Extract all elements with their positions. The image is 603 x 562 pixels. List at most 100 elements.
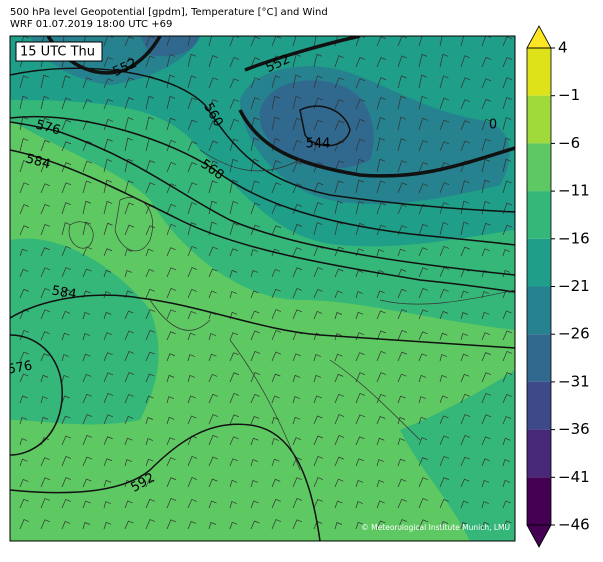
wind-barb — [250, 459, 258, 467]
wind-barb — [481, 332, 491, 341]
wind-barb — [19, 438, 27, 446]
wind-barb — [439, 415, 449, 425]
wind-barb — [334, 200, 344, 215]
wind-barb — [61, 395, 70, 404]
wind-barb — [229, 414, 240, 425]
wind-barb — [82, 268, 92, 278]
wind-barb — [40, 74, 49, 89]
contour-label: 584 — [50, 283, 77, 302]
wind-barb — [502, 330, 513, 341]
wind-barb — [103, 98, 114, 110]
wind-barb — [208, 140, 219, 152]
wind-barb — [166, 396, 174, 404]
wind-barb — [19, 458, 28, 467]
colorbar-bin — [527, 143, 551, 192]
wind-barb — [208, 456, 218, 467]
wind-barb — [481, 352, 491, 362]
wind-barb — [313, 53, 323, 68]
wind-barb — [376, 57, 387, 68]
colorbar-bin — [527, 238, 551, 287]
wind-barb — [460, 478, 470, 488]
wind-barb — [250, 97, 260, 110]
wind-barb — [418, 223, 429, 236]
wind-barb — [502, 137, 511, 152]
wind-barb — [145, 116, 154, 131]
wind-barb — [355, 352, 365, 362]
wind-barb — [355, 501, 363, 509]
wind-barb — [439, 97, 450, 110]
wind-barb — [229, 248, 239, 257]
wind-barb — [124, 459, 132, 467]
wind-barb — [166, 437, 176, 446]
wind-barb — [460, 353, 469, 362]
wind-barb — [313, 498, 323, 509]
wind-barb — [19, 351, 29, 362]
wind-barb — [376, 500, 385, 509]
wind-barb — [103, 158, 113, 173]
wind-barb — [376, 330, 387, 341]
wind-barb — [397, 248, 406, 257]
wind-barb — [439, 288, 449, 299]
wind-barb — [229, 269, 238, 278]
wind-barb — [103, 138, 113, 152]
wind-barb — [313, 36, 317, 47]
contour-line — [244, 36, 361, 72]
wind-barb — [187, 141, 198, 152]
wind-barb — [82, 221, 91, 236]
wind-barb — [103, 352, 113, 362]
wind-barb — [187, 375, 196, 383]
wind-barb — [61, 354, 69, 362]
wind-barb — [397, 204, 408, 215]
wind-barb — [61, 415, 71, 425]
wind-barb — [460, 456, 470, 467]
wind-barb — [19, 248, 28, 257]
wind-barb — [145, 248, 154, 257]
wind-barb — [481, 248, 490, 257]
wind-barb — [40, 183, 51, 194]
wind-barb — [502, 269, 511, 278]
wind-barb — [397, 330, 408, 341]
coastlines — [68, 149, 515, 471]
wind-barb — [397, 519, 408, 530]
wind-barb — [82, 522, 91, 530]
wind-barb — [124, 270, 133, 278]
wind-barb — [250, 520, 260, 530]
wind-barb — [187, 119, 198, 131]
wind-barb — [19, 478, 29, 488]
wind-barb — [166, 95, 176, 110]
contour-label: 544 — [306, 137, 331, 152]
wind-barb — [460, 522, 469, 530]
wind-barb — [292, 139, 303, 152]
wind-barb — [439, 75, 449, 89]
wind-barb — [418, 183, 429, 194]
wind-barb — [397, 417, 406, 425]
wind-barb — [40, 396, 48, 404]
wind-barb — [502, 249, 510, 257]
wind-barb — [313, 119, 324, 131]
wind-barb — [124, 350, 135, 362]
wind-barb — [313, 455, 324, 467]
colorbar-tick-label: 4 — [558, 39, 568, 57]
wind-barb — [166, 36, 176, 47]
wind-barb — [313, 222, 323, 236]
contour-line — [10, 67, 515, 213]
wind-barb — [418, 287, 429, 299]
colorbar-tick-label: −16 — [558, 229, 590, 247]
wind-barb — [439, 182, 450, 194]
wind-barb — [187, 267, 198, 278]
contour-label: 0 — [489, 118, 497, 133]
wind-barb — [376, 137, 385, 152]
wind-barb — [166, 53, 176, 68]
wind-barb — [439, 477, 450, 488]
wind-barb — [313, 75, 323, 89]
wind-barb — [460, 393, 470, 404]
wind-barb — [61, 310, 71, 320]
wind-barb — [397, 309, 408, 320]
contour-line — [299, 105, 351, 147]
wind-barb — [229, 352, 239, 362]
wind-barb — [292, 374, 301, 383]
wind-barb — [397, 373, 407, 383]
wind-barb — [292, 95, 302, 110]
wind-barb — [376, 270, 385, 278]
wind-barb — [292, 477, 303, 488]
